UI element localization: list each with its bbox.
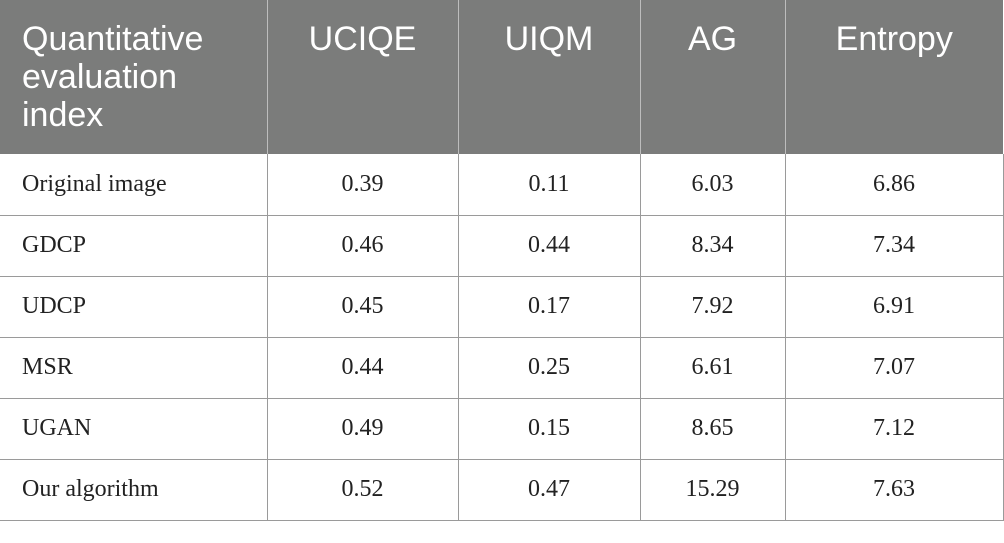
- table-row: GDCP 0.46 0.44 8.34 7.34: [0, 214, 1004, 277]
- uiqm-value: 0.11: [457, 154, 641, 216]
- row-label: GDCP: [0, 214, 268, 277]
- entropy-value: 7.63: [784, 458, 1004, 521]
- row-label: Our algorithm: [0, 458, 268, 521]
- table-row: MSR 0.44 0.25 6.61 7.07: [0, 336, 1004, 399]
- entropy-value: 6.86: [784, 154, 1004, 216]
- entropy-value: 6.91: [784, 275, 1004, 338]
- header-cell-uiqm: UIQM: [458, 0, 641, 154]
- uiqm-value: 0.15: [457, 397, 641, 460]
- table-row: Original image 0.39 0.11 6.03 6.86: [0, 154, 1004, 216]
- table-row: UGAN 0.49 0.15 8.65 7.12: [0, 397, 1004, 460]
- uciqe-value: 0.49: [266, 397, 459, 460]
- ag-value: 8.34: [639, 214, 786, 277]
- ag-value: 6.61: [639, 336, 786, 399]
- ag-value: 7.92: [639, 275, 786, 338]
- table-body: Original image 0.39 0.11 6.03 6.86 GDCP …: [0, 154, 1004, 521]
- uiqm-value: 0.25: [457, 336, 641, 399]
- results-table: Quantitative evaluation index UCIQE UIQM…: [0, 0, 1004, 521]
- uiqm-value: 0.44: [457, 214, 641, 277]
- table-row: UDCP 0.45 0.17 7.92 6.91: [0, 275, 1004, 338]
- entropy-value: 7.34: [784, 214, 1004, 277]
- header-cell-uciqe: UCIQE: [267, 0, 459, 154]
- table-header: Quantitative evaluation index UCIQE UIQM…: [0, 0, 1003, 154]
- row-label: Original image: [0, 154, 268, 216]
- entropy-value: 7.12: [784, 397, 1004, 460]
- header-row: Quantitative evaluation index UCIQE UIQM…: [0, 0, 1003, 154]
- row-label: MSR: [0, 336, 268, 399]
- uciqe-value: 0.52: [266, 458, 459, 521]
- uiqm-value: 0.47: [457, 458, 641, 521]
- uciqe-value: 0.46: [266, 214, 459, 277]
- row-label: UGAN: [0, 397, 268, 460]
- ag-value: 15.29: [639, 458, 786, 521]
- uciqe-value: 0.44: [266, 336, 459, 399]
- uciqe-value: 0.45: [266, 275, 459, 338]
- uiqm-value: 0.17: [457, 275, 641, 338]
- ag-value: 8.65: [639, 397, 786, 460]
- table-row: Our algorithm 0.52 0.47 15.29 7.63: [0, 458, 1004, 521]
- row-label: UDCP: [0, 275, 268, 338]
- uciqe-value: 0.39: [266, 154, 459, 216]
- header-cell-entropy: Entropy: [785, 0, 1003, 154]
- ag-value: 6.03: [639, 154, 786, 216]
- entropy-value: 7.07: [784, 336, 1004, 399]
- header-cell-index: Quantitative evaluation index: [0, 0, 268, 154]
- header-cell-ag: AG: [640, 0, 786, 154]
